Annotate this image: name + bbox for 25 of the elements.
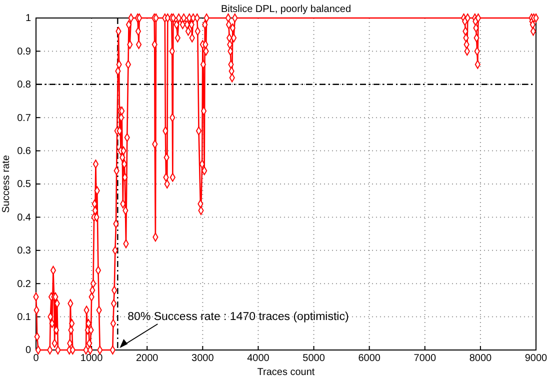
- y-tick-label: 0.4: [17, 212, 32, 224]
- x-tick-label: 2000: [136, 353, 159, 364]
- y-tick-label: 1: [25, 13, 32, 24]
- y-tick-label: 0: [25, 345, 32, 356]
- y-tick-label: 0.6: [17, 146, 32, 157]
- chart-title: Bitslice DPL, poorly balanced: [220, 4, 352, 15]
- annotation: 80% Success rate : 1470 traces (optimistic): [128, 311, 349, 323]
- x-tick-label: 6000: [358, 353, 381, 364]
- y-tick-label: 0.3: [17, 246, 32, 257]
- y-tick-label: 0.1: [17, 312, 32, 323]
- x-tick-label: 4000: [247, 353, 270, 364]
- x-tick-label: 5000: [302, 353, 326, 364]
- x-tick-label: 7000: [414, 353, 436, 364]
- y-axis-title: Success rate: [1, 154, 12, 213]
- y-tick-label: 0.8: [17, 80, 32, 91]
- x-tick-label: 8000: [469, 353, 492, 364]
- x-axis-title: Traces count: [257, 367, 315, 378]
- y-tick-label: 0.2: [17, 278, 32, 290]
- x-tick-label: 3000: [192, 353, 214, 364]
- y-tick-label: 0.5: [17, 179, 32, 190]
- x-tick-label: 1000: [80, 353, 104, 364]
- y-tick-label: 0.9: [17, 46, 32, 58]
- x-tick-label: 0: [33, 353, 40, 364]
- x-tick-label: 9000: [524, 353, 548, 364]
- y-tick-label: 0.7: [17, 112, 32, 124]
